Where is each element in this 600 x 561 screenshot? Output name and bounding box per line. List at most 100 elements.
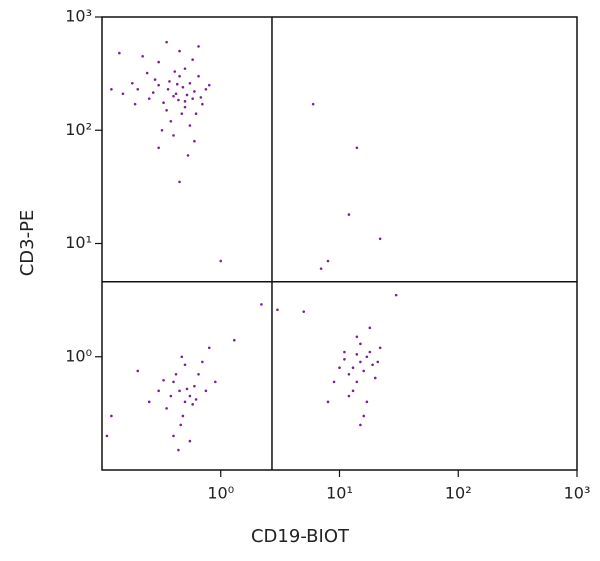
event-dot [172, 380, 175, 384]
event-dot [365, 400, 369, 404]
event-dot [260, 303, 263, 306]
event-dot [207, 346, 211, 350]
event-dot [311, 102, 315, 106]
event-dot [197, 74, 200, 78]
event-dot [355, 335, 359, 339]
event-dot [371, 363, 374, 367]
event-dot [145, 71, 149, 75]
event-dot [174, 372, 178, 376]
event-dot [347, 394, 351, 398]
event-dot [302, 310, 306, 313]
event-dot [166, 87, 170, 91]
event-dot [359, 360, 362, 364]
event-dot [178, 49, 181, 53]
event-dot [168, 80, 171, 83]
event-dot [343, 357, 346, 361]
event-dot [188, 394, 192, 398]
event-dot [169, 394, 173, 398]
event-dot [180, 355, 184, 359]
event-dot [185, 93, 189, 97]
x-tick-label: 10⁰ [207, 484, 234, 503]
event-dot [191, 403, 194, 406]
event-dot [191, 58, 194, 61]
event-dot [178, 389, 181, 393]
y-tick-label: 10¹ [65, 233, 92, 252]
event-dot [207, 83, 211, 87]
event-dot [157, 389, 160, 393]
event-dot [110, 414, 113, 418]
event-dot [326, 400, 330, 404]
event-dot [355, 146, 359, 150]
event-dot [183, 67, 187, 70]
event-dot [355, 380, 359, 384]
event-dot [188, 124, 192, 127]
event-dot [326, 259, 330, 263]
event-dot [378, 237, 382, 241]
event-dot [343, 350, 346, 354]
event-dot [188, 81, 192, 85]
event-dot [178, 180, 181, 184]
y-tick-label: 10⁰ [65, 346, 92, 365]
event-dot [368, 326, 372, 330]
event-dot [194, 112, 198, 116]
event-dot [177, 448, 180, 452]
event-dot [173, 70, 177, 73]
event-dot [172, 434, 175, 438]
event-dot [121, 92, 125, 96]
plot-frame [101, 16, 578, 471]
event-dot [105, 434, 109, 438]
event-dot [160, 128, 164, 132]
event-dot [178, 74, 181, 78]
event-dot [204, 389, 208, 393]
event-dot [359, 423, 362, 427]
event-dot [276, 308, 279, 312]
event-dot [110, 87, 113, 91]
event-dot [201, 102, 204, 106]
event-dot [193, 384, 196, 388]
event-dot [131, 81, 134, 85]
event-dot [355, 353, 359, 356]
event-dot [365, 355, 369, 359]
x-tick-label: 10³ [564, 484, 591, 503]
event-dot [183, 363, 187, 367]
event-dot [157, 146, 160, 150]
event-dot [204, 87, 208, 91]
event-dot [359, 342, 362, 346]
event-dot [232, 338, 236, 342]
event-dot [191, 97, 194, 100]
x-tick-label: 10¹ [326, 484, 353, 503]
event-dot [181, 85, 185, 89]
event-dot [162, 378, 165, 382]
event-dot [373, 376, 377, 380]
event-dot [183, 400, 187, 404]
event-dot [362, 369, 366, 373]
event-dot [376, 360, 380, 364]
event-dot [141, 54, 144, 58]
event-dot [157, 60, 160, 64]
event-dot [153, 78, 157, 81]
event-dot [165, 109, 168, 112]
event-dot [186, 154, 190, 157]
event-dot [193, 139, 196, 143]
event-dot [181, 414, 185, 418]
event-dot [188, 439, 192, 443]
event-dot [147, 97, 151, 100]
event-dot [136, 369, 140, 373]
event-dot [183, 105, 187, 109]
event-dot [174, 92, 178, 96]
event-dot [175, 82, 179, 86]
event-dot [197, 372, 200, 376]
event-dot [219, 259, 223, 263]
event-dot [214, 380, 217, 384]
event-dot [169, 119, 173, 123]
event-dot [172, 94, 175, 98]
event-dot [193, 90, 196, 93]
event-dot [185, 387, 189, 391]
event-dot [118, 51, 121, 55]
event-dot [179, 423, 183, 427]
event-dot [183, 100, 187, 103]
event-dot [197, 45, 200, 48]
event-dot [319, 267, 323, 270]
